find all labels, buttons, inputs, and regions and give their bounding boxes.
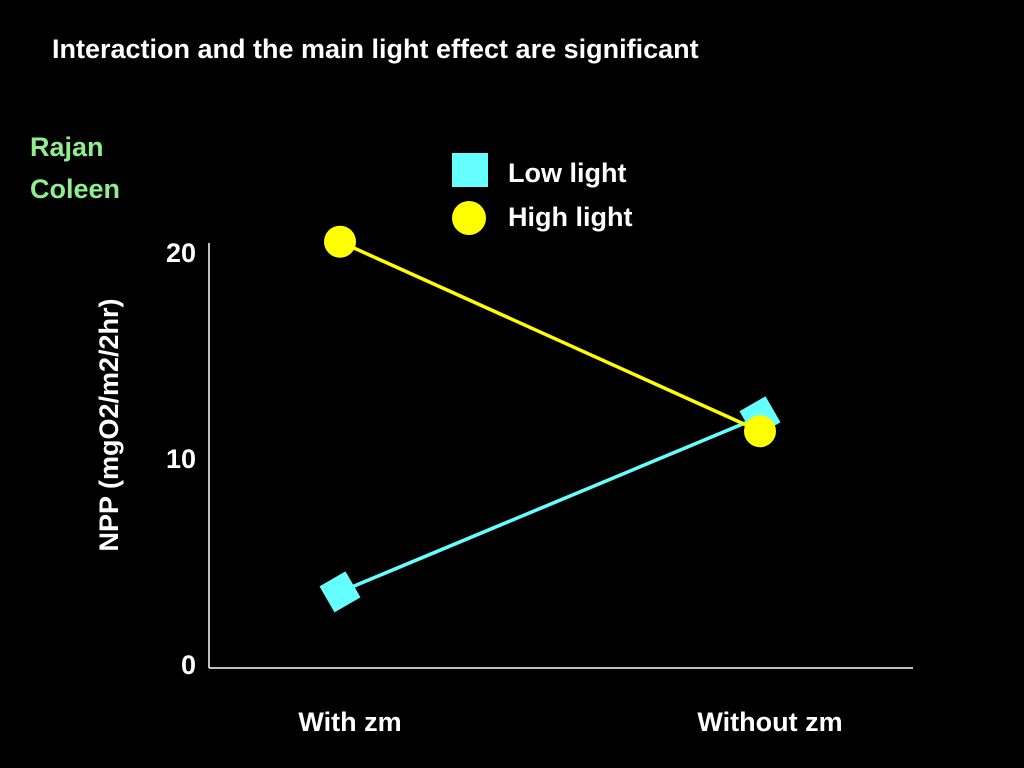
legend-swatch-circle xyxy=(452,201,486,235)
data-point-circle xyxy=(744,415,776,448)
y-axis-title: NPP (mgO2/m2/2hr) xyxy=(94,298,124,551)
legend-swatch-square xyxy=(452,153,488,187)
data-point-square xyxy=(319,571,361,613)
y-tick-label: 0 xyxy=(181,650,196,680)
legend-label: Low light xyxy=(508,158,626,188)
legend-label: High light xyxy=(508,202,632,232)
slide-title: Interaction and the main light effect ar… xyxy=(52,34,699,64)
series-layer xyxy=(319,225,781,613)
y-tick-label: 20 xyxy=(166,238,196,268)
legend: Low light High light xyxy=(452,153,632,235)
x-tick-label: Without zm xyxy=(697,707,842,737)
x-tick-labels: With zm Without zm xyxy=(298,707,842,737)
author-name: Rajan xyxy=(30,132,104,162)
author-name: Coleen xyxy=(30,174,121,204)
series-line xyxy=(339,240,761,433)
data-point-circle xyxy=(324,225,356,258)
y-tick-labels: 0 10 20 xyxy=(166,238,196,680)
x-tick-label: With zm xyxy=(298,707,401,737)
series-line xyxy=(339,415,761,594)
y-tick-label: 10 xyxy=(166,444,196,474)
authors: Rajan Coleen xyxy=(30,126,120,210)
